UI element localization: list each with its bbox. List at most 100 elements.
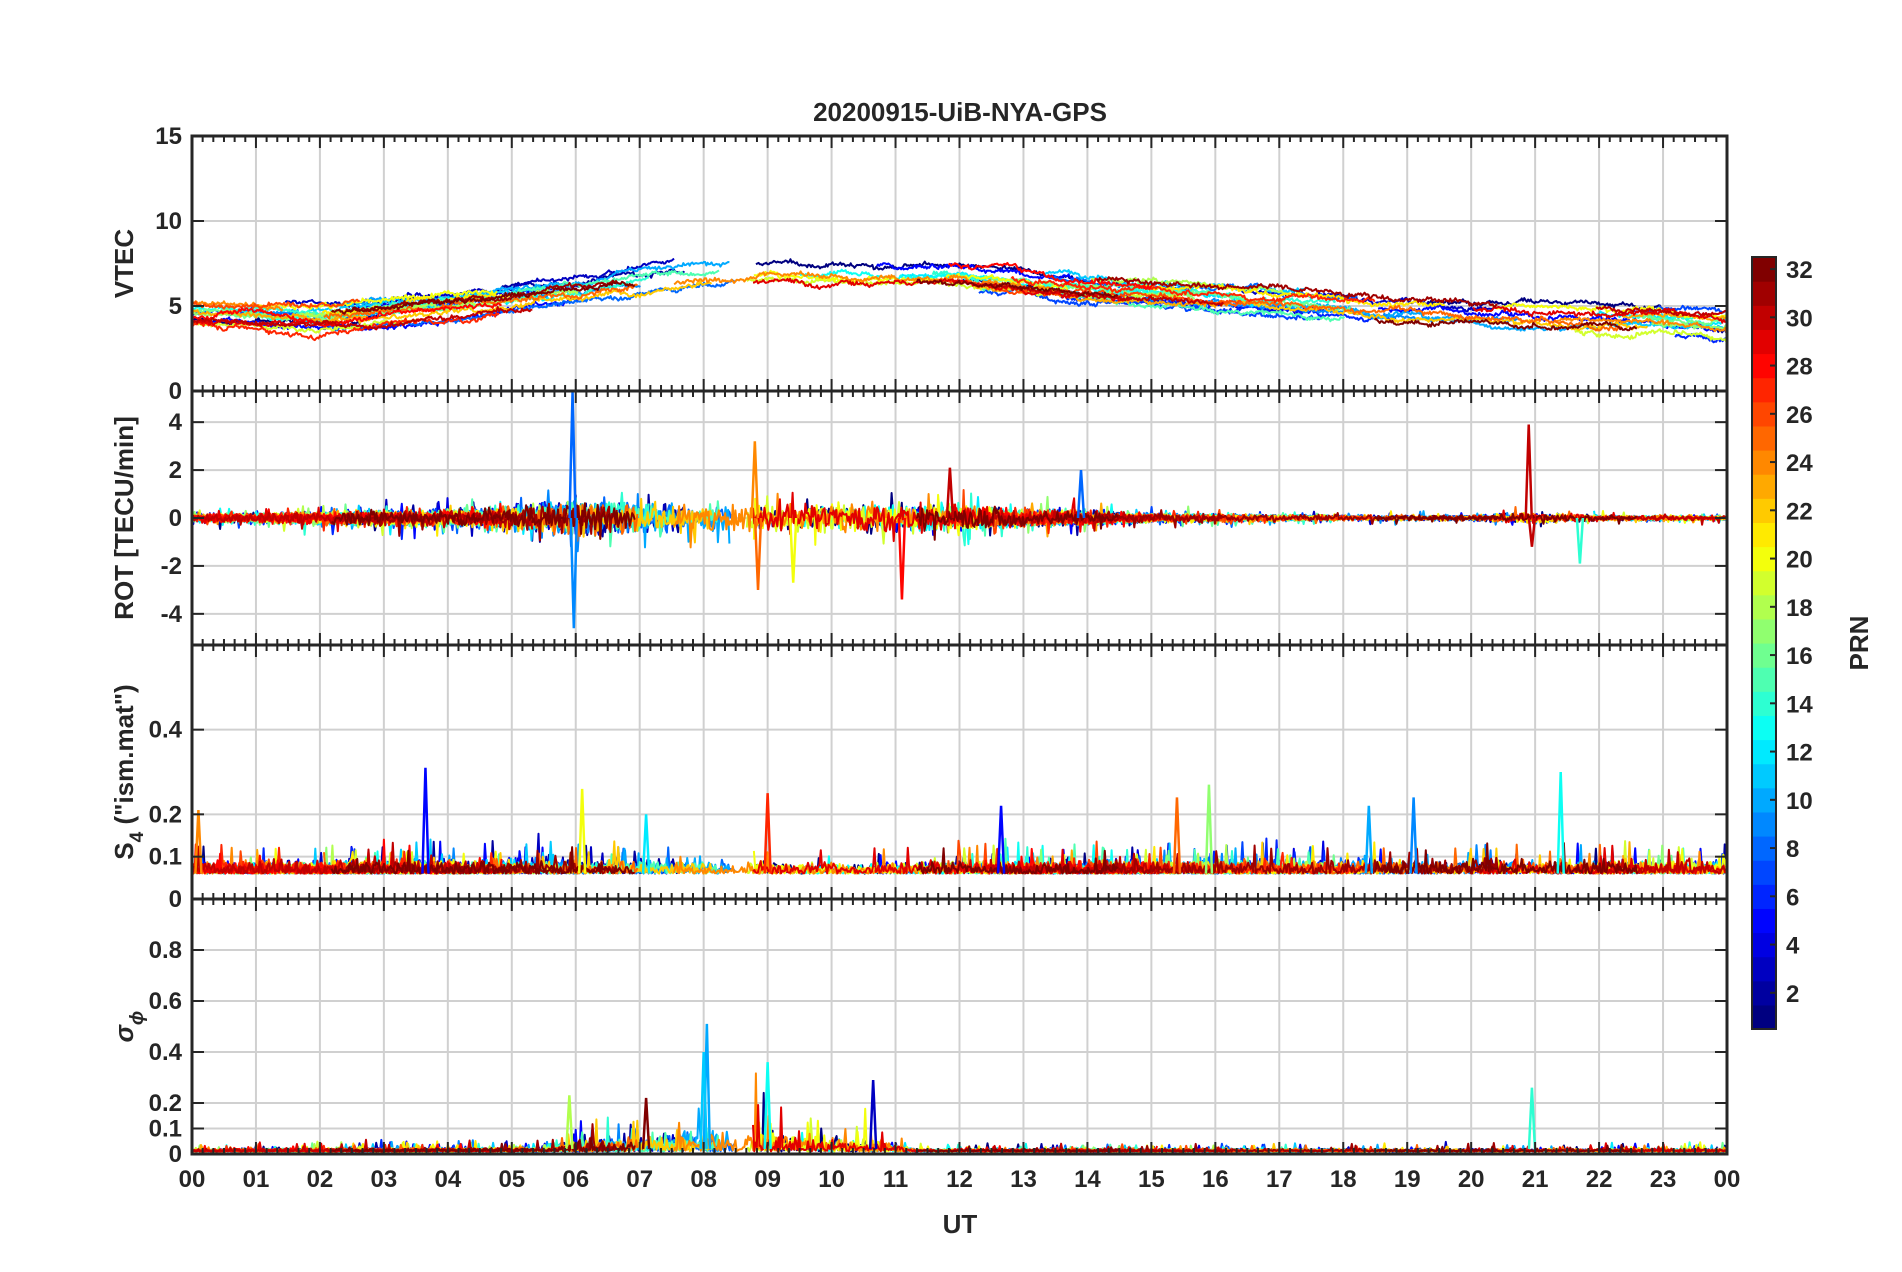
colorbar-segment — [1752, 618, 1776, 644]
spike-prn-9 — [1409, 797, 1418, 874]
colorbar-segment — [1752, 860, 1776, 885]
x-tick-label: 06 — [562, 1166, 589, 1193]
spike-prn-12 — [641, 814, 651, 874]
y-tick-label: 0.8 — [149, 937, 182, 964]
series-prn-30 — [989, 847, 1225, 875]
colorbar-segment — [1752, 715, 1776, 741]
y-tick-label: 0.1 — [149, 1116, 182, 1143]
spike-prn-25 — [753, 517, 763, 590]
y-tick-label: 0 — [169, 1141, 182, 1168]
series-prn-10 — [1192, 297, 1605, 332]
colorbar-segment — [1752, 281, 1776, 306]
x-tick-label: 05 — [498, 1166, 525, 1193]
x-tick-label: 07 — [626, 1166, 653, 1193]
series-prn-32 — [916, 1145, 1119, 1153]
colorbar-tick-label: 18 — [1786, 595, 1813, 622]
colorbar-segment — [1752, 329, 1776, 355]
spike-prn-30 — [1527, 517, 1537, 547]
series-prn-31 — [1096, 276, 1498, 308]
x-tick-label: 22 — [1586, 1166, 1613, 1193]
x-tick-label: 17 — [1266, 1166, 1293, 1193]
y-tick-label: 10 — [155, 208, 182, 235]
spike-prn-24 — [194, 810, 203, 874]
x-tick-label: 15 — [1138, 1166, 1165, 1193]
y-tick-label: 0.4 — [149, 1039, 183, 1066]
colorbar-segment — [1752, 570, 1776, 596]
x-axis-label: UT — [943, 1209, 978, 1239]
x-tick-label: 21 — [1522, 1166, 1549, 1193]
colorbar-tick-label: 14 — [1786, 691, 1813, 718]
series-prn-23 — [1622, 311, 1728, 322]
x-tick-label: 02 — [307, 1166, 334, 1193]
x-tick-labels: 00 01 02 03 04 05 06 07 08 09 10 11 12 13 14 15 16 17 18 19… — [179, 1166, 1741, 1193]
colorbar-segment — [1752, 377, 1776, 403]
series-group — [191, 257, 1728, 344]
y-tick-label: 0 — [169, 886, 182, 913]
spike-prn-20 — [577, 788, 587, 874]
colorbar-segment — [1752, 1004, 1776, 1030]
spike-prn-30 — [945, 467, 955, 519]
series-prn-19 — [1574, 328, 1728, 342]
x-tick-label: 23 — [1650, 1166, 1677, 1193]
series-prn-28 — [948, 261, 1158, 290]
spike-prn-20 — [788, 517, 798, 583]
x-tick-label: 14 — [1074, 1166, 1101, 1193]
colorbar-label: PRN — [1844, 616, 1874, 671]
panel-rot: -4 -2 0 2 4 ROT [TECU/min] — [109, 389, 1729, 647]
series-prn-27 — [1010, 276, 1376, 304]
series-prn-1 — [191, 313, 389, 328]
spike-prn-32 — [641, 1097, 651, 1149]
colorbar-tick-label: 16 — [1786, 643, 1813, 670]
series-prn-31 — [1096, 844, 1499, 875]
series-prn-24 — [1555, 316, 1728, 333]
spike-prn-18 — [565, 1095, 574, 1149]
spike-prn-9 — [569, 517, 579, 629]
colorbar-tick-label: 12 — [1786, 740, 1813, 767]
colorbar-tick-label: 26 — [1786, 402, 1813, 429]
spike-prn-27 — [763, 793, 772, 874]
y-axis: 00.10.2 0.4 0.6 0.8 — [149, 937, 1727, 1168]
y-tick-label: 0.4 — [149, 717, 183, 744]
colorbar-tick-label: 8 — [1786, 836, 1799, 863]
spike-prn-13 — [1556, 771, 1565, 874]
y-tick-label: -2 — [161, 553, 182, 580]
series-prn-32 — [331, 1136, 636, 1153]
y-axis-label-s4: S4 ("ism.mat") — [109, 684, 148, 859]
colorbar-tick-label: 30 — [1786, 305, 1813, 332]
y-tick-label: 0 — [169, 505, 182, 532]
colorbar-tick-label: 24 — [1786, 450, 1813, 477]
y-axis-label-rot: ROT [TECU/min] — [109, 416, 139, 620]
x-tick-label: 08 — [690, 1166, 717, 1193]
y-tick-label: 0.6 — [149, 988, 182, 1015]
series-prn-20 — [1490, 302, 1727, 320]
colorbar-tick-label: 10 — [1786, 788, 1813, 815]
series-group — [191, 1023, 1728, 1153]
spike-prn-5 — [421, 767, 430, 874]
series-prn-28 — [191, 302, 502, 328]
y-label-main: S — [109, 842, 139, 859]
y-label-main: σ — [109, 1023, 139, 1042]
series-prn-21 — [1134, 283, 1446, 308]
series-prn-32 — [331, 502, 636, 540]
x-ticks — [191, 899, 1728, 1154]
x-tick-label: 01 — [243, 1166, 270, 1193]
y-tick-label: 0.2 — [149, 1090, 182, 1117]
colorbar-tick-label: 32 — [1786, 257, 1813, 284]
spike-prn-5 — [996, 805, 1006, 874]
series-prn-32 — [1373, 842, 1638, 875]
y-tick-label: 2 — [169, 457, 182, 484]
x-ticks — [191, 645, 1728, 899]
series-group — [191, 391, 1728, 629]
y-tick-label: 0.1 — [149, 844, 182, 871]
y-label-sub: 4 — [127, 831, 148, 842]
series-prn-30 — [1595, 305, 1728, 317]
series-prn-30 — [990, 282, 1225, 307]
spike-prn-11 — [699, 1051, 708, 1149]
colorbar-segment — [1752, 425, 1776, 451]
y-tick-label: 4 — [169, 409, 183, 436]
y-tick-label: 0.2 — [149, 801, 182, 828]
series-prn-30 — [191, 306, 533, 331]
colorbar-tick-label: 22 — [1786, 498, 1813, 525]
y-tick-label: -4 — [161, 601, 183, 628]
